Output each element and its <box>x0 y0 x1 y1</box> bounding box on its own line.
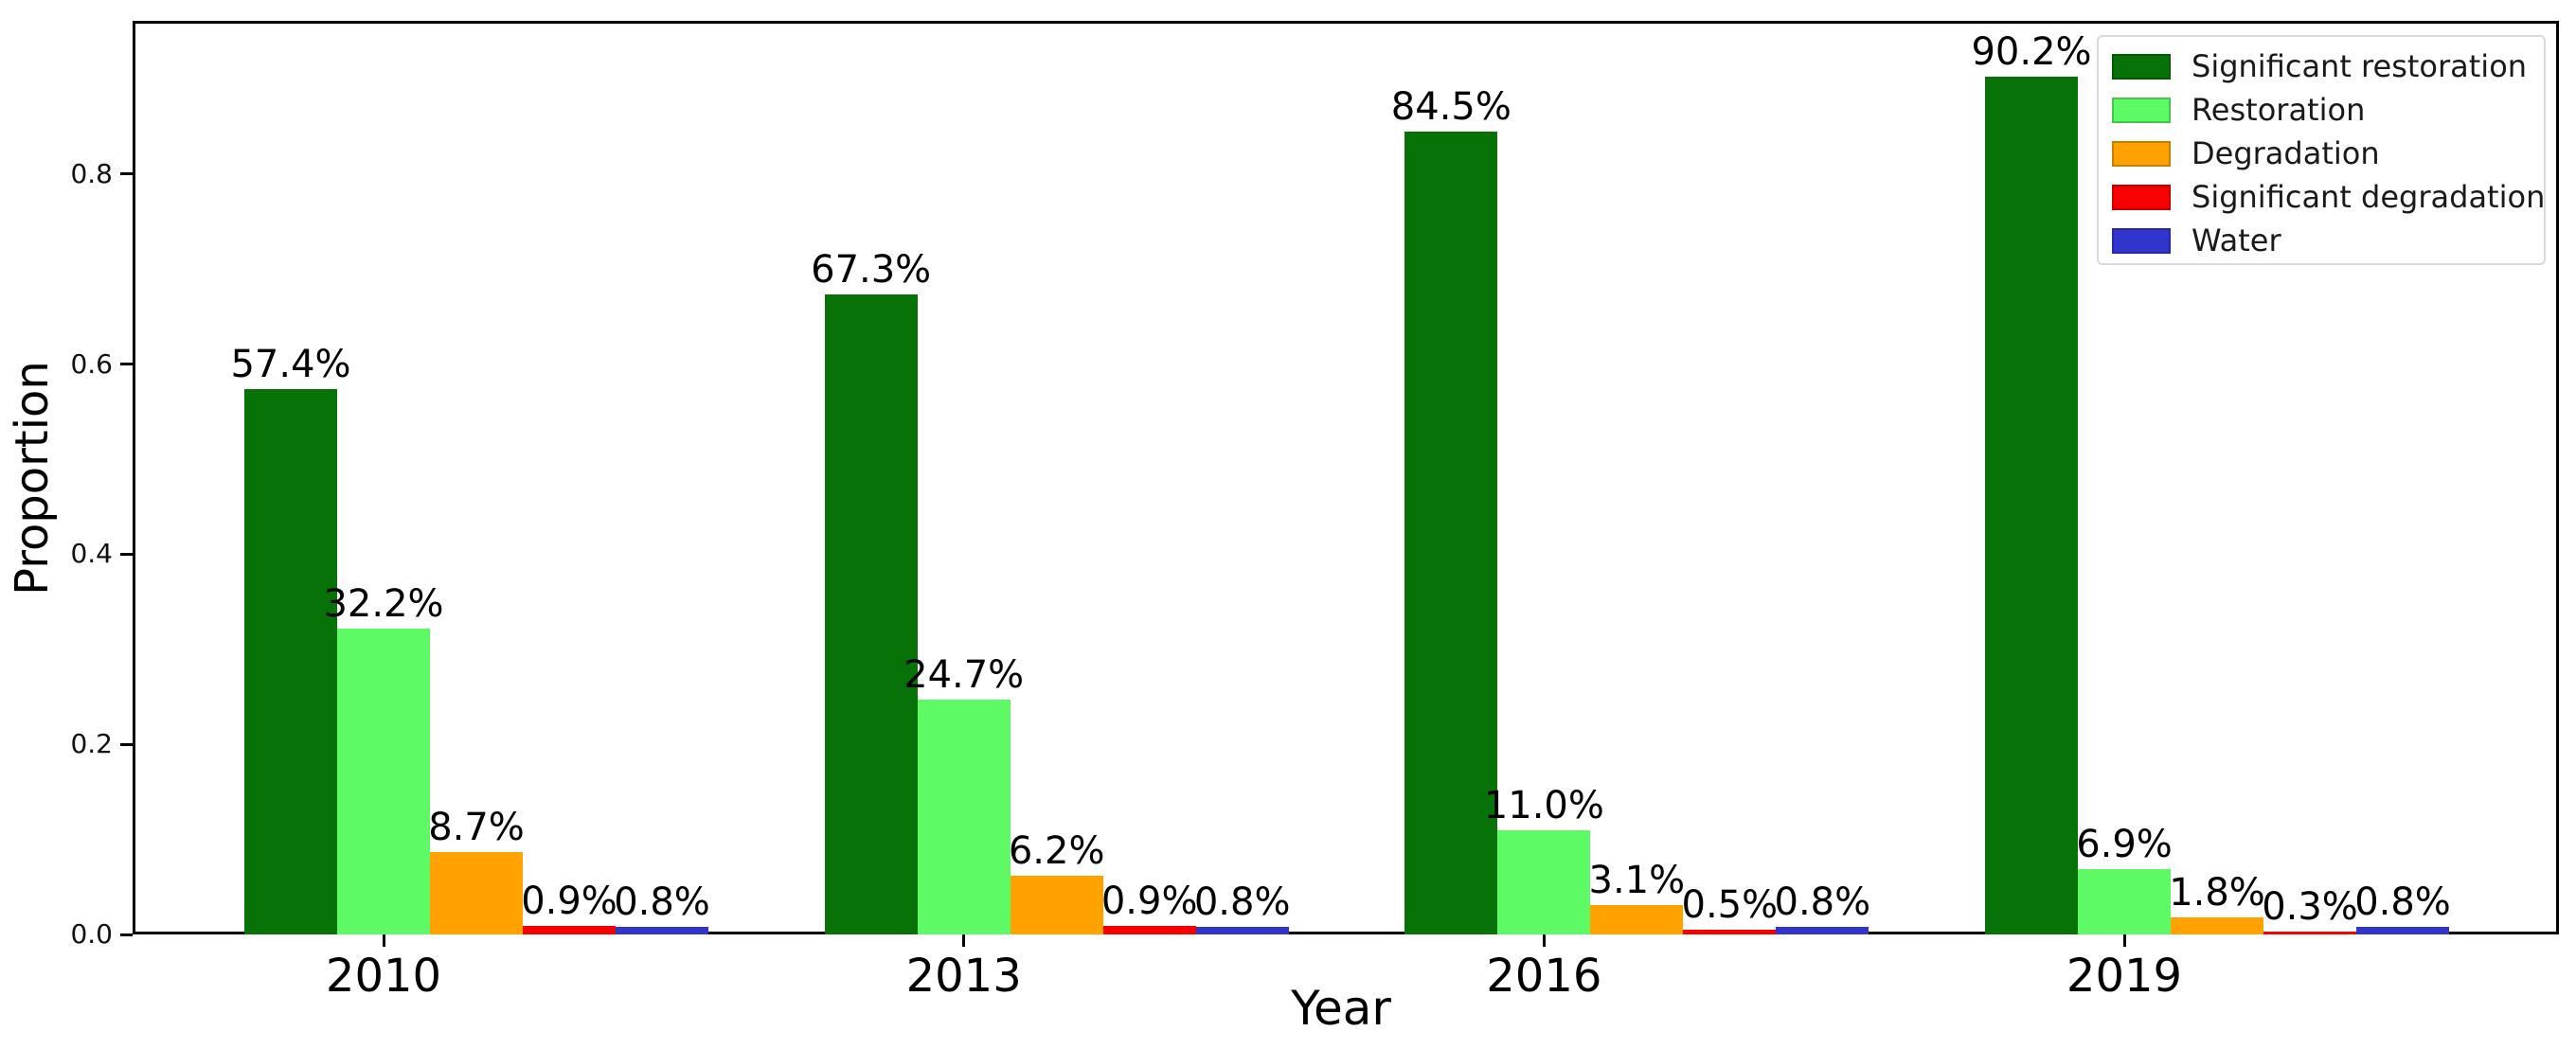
legend-swatch-icon <box>2112 140 2171 167</box>
bar-value-label: 8.7% <box>428 806 525 849</box>
bar-2016-degradation <box>1590 905 1684 934</box>
legend-row-significant-restoration: Significant restoration <box>2112 44 2544 88</box>
bar-2010-degradation <box>430 852 523 934</box>
bar-value-label: 6.9% <box>2076 823 2173 866</box>
y-tick-label: 0.4 <box>70 538 113 570</box>
x-tick-label-2010: 2010 <box>325 950 442 1003</box>
bar-value-label: 57.4% <box>230 343 351 386</box>
bar-value-label: 24.7% <box>903 653 1025 697</box>
bar-2013-significant-degradation <box>1102 926 1196 934</box>
y-tick-mark <box>120 933 133 936</box>
x-tick-label-2016: 2016 <box>1486 950 1602 1003</box>
legend: Significant restoration Restoration Degrad… <box>2097 35 2546 265</box>
bar-2013-water <box>1195 927 1289 934</box>
y-tick-label: 0.8 <box>70 157 113 189</box>
bar-value-label: 90.2% <box>1971 30 2092 74</box>
bar-2016-significant-restoration <box>1404 132 1498 934</box>
bar-value-label: 3.1% <box>1588 859 1686 902</box>
bar-value-label: 32.2% <box>323 582 444 626</box>
bar-value-label: 67.3% <box>811 248 932 292</box>
x-tick-mark <box>382 934 385 947</box>
bar-2010-restoration <box>337 629 430 934</box>
y-tick-mark <box>120 363 133 366</box>
bar-value-label: 11.0% <box>1483 784 1604 827</box>
x-tick-label-2019: 2019 <box>2066 950 2183 1003</box>
bar-value-label: 0.8% <box>1774 880 1871 924</box>
bar-2019-significant-degradation <box>2263 932 2356 934</box>
spine-bottom <box>133 932 2559 934</box>
y-tick-mark <box>120 172 133 176</box>
y-tick-label: 0.6 <box>70 347 113 380</box>
legend-swatch-icon <box>2112 53 2171 80</box>
bar-value-label: 0.8% <box>614 880 710 924</box>
bar-2010-significant-degradation <box>523 926 616 934</box>
x-tick-mark <box>1542 934 1546 947</box>
x-axis-title: Year <box>1291 981 1391 1036</box>
x-tick-mark <box>962 934 966 947</box>
bar-2010-significant-restoration <box>244 389 337 934</box>
bar-2016-significant-degradation <box>1683 930 1777 934</box>
bar-value-label: 84.5% <box>1390 85 1512 129</box>
bar-2010-water <box>616 927 708 934</box>
bar-2013-significant-restoration <box>824 294 918 934</box>
plot-area: 57.4% 67.3% 84.5% 90.2% 32.2% 24.7% 11.0% 6.9% 8… <box>133 21 2559 934</box>
y-axis-title: Proportion <box>6 361 59 596</box>
bar-2013-restoration <box>917 700 1011 934</box>
spine-top <box>133 21 2559 24</box>
bar-value-label: 0.9% <box>521 880 617 923</box>
x-tick-mark <box>2122 934 2126 947</box>
bar-value-label: 0.9% <box>1100 880 1198 923</box>
y-tick-label: 0.0 <box>70 918 113 950</box>
bar-2019-degradation <box>2171 917 2263 934</box>
legend-swatch-icon <box>2112 97 2171 123</box>
bar-value-label: 6.2% <box>1008 829 1105 873</box>
legend-label: Water <box>2191 222 2281 258</box>
bar-value-label: 0.8% <box>2354 880 2451 924</box>
bar-2013-degradation <box>1010 876 1103 934</box>
legend-swatch-icon <box>2112 227 2171 254</box>
legend-label: Restoration <box>2191 92 2366 128</box>
y-tick-mark <box>120 742 133 746</box>
legend-swatch-icon <box>2112 184 2171 210</box>
y-tick-mark <box>120 552 133 556</box>
legend-row-restoration: Restoration <box>2112 88 2544 132</box>
bar-value-label: 0.5% <box>1681 883 1779 927</box>
y-tick-label: 0.2 <box>70 728 113 760</box>
x-tick-label-2013: 2013 <box>905 950 1022 1003</box>
bar-2019-significant-restoration <box>1985 77 2078 934</box>
legend-label: Significant restoration <box>2191 48 2528 84</box>
legend-label: Degradation <box>2191 135 2380 171</box>
spine-right <box>2556 21 2559 934</box>
bar-2016-restoration <box>1497 830 1591 934</box>
legend-row-significant-degradation: Significant degradation <box>2112 175 2546 219</box>
spine-left <box>133 21 135 934</box>
legend-label: Significant degradation <box>2191 179 2546 215</box>
bar-value-label: 0.8% <box>1193 880 1291 924</box>
legend-row-water: Water <box>2112 219 2544 262</box>
bar-2016-water <box>1776 927 1869 934</box>
bar-2019-restoration <box>2078 869 2171 934</box>
bar-2019-water <box>2356 927 2449 934</box>
legend-row-degradation: Degradation <box>2112 132 2544 175</box>
bar-value-label: 1.8% <box>2169 871 2265 915</box>
bar-value-label: 0.3% <box>2262 885 2358 929</box>
